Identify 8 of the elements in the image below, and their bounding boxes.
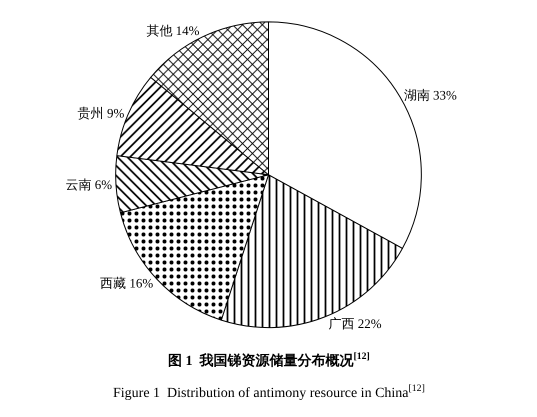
text: 图 1 我国锑资源储量分布概况$^{[12]}$ [168,351,370,369]
slice-label: 西藏 16% [100,275,154,290]
slice-label: 云南 6% [65,176,112,192]
slice-label: 广西 22% [328,316,382,331]
text: Figure 1 Distribution of antimony resource in China$^{[12]}$ [113,383,425,401]
slice-label: 湖南 33% [404,88,458,103]
slice-label: 其他 14% [146,22,200,38]
slice-label: 贵州 9% [78,105,124,120]
